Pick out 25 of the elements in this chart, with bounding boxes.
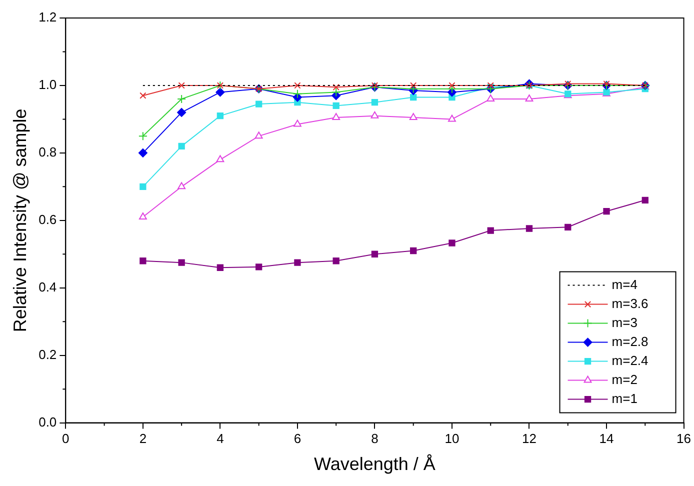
y-tick-label: 0.6 <box>38 212 57 227</box>
y-tick-label: 1.0 <box>38 77 57 92</box>
x-axis-title: Wavelength / Å <box>314 454 436 474</box>
x-tick-label: 2 <box>139 431 147 446</box>
y-tick-label: 1.2 <box>38 10 57 25</box>
x-tick-label: 8 <box>371 431 378 446</box>
y-tick-label: 0.0 <box>38 414 57 430</box>
legend-label: m=3.6 <box>612 296 648 311</box>
legend-label: m=4 <box>612 276 638 292</box>
legend-label: m=2 <box>612 372 638 387</box>
x-tick-label: 12 <box>522 431 536 446</box>
y-tick-label: 0.8 <box>38 144 57 160</box>
y-axis-title: Relative Intensity @ sample <box>10 108 30 332</box>
x-tick-label: 10 <box>444 431 460 446</box>
legend-label: m=2.4 <box>612 352 648 368</box>
x-tick-label: 6 <box>294 431 302 446</box>
x-tick-label: 16 <box>676 431 692 446</box>
x-tick-label: 4 <box>216 431 224 446</box>
x-tick-label: 14 <box>599 431 614 446</box>
legend-label: m=1 <box>612 390 638 406</box>
y-tick-label: 0.2 <box>38 346 57 362</box>
x-tick-label: 0 <box>62 431 70 446</box>
y-tick-label: 0.4 <box>38 279 57 294</box>
legend-label: m=3 <box>612 314 638 330</box>
legend-label: m=2.8 <box>612 334 648 349</box>
